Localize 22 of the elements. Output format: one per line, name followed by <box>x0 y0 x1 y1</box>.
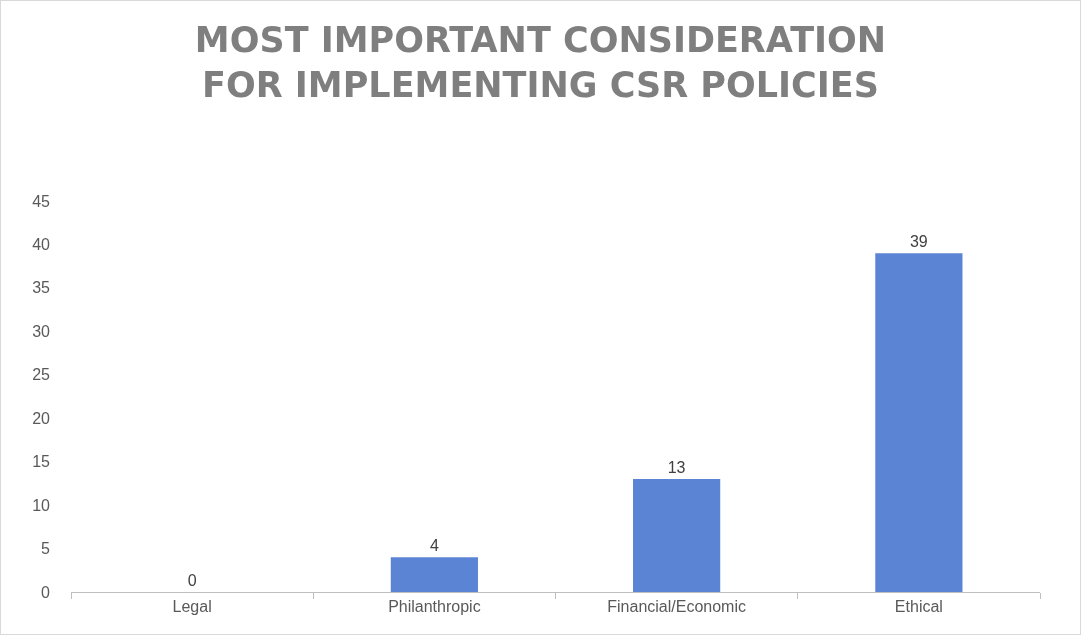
y-tick-label: 0 <box>41 583 51 601</box>
data-label: 4 <box>429 537 439 555</box>
y-tick-label: 15 <box>32 453 51 471</box>
bar <box>875 253 963 592</box>
x-tick-label: Philanthropic <box>388 598 481 616</box>
y-tick-label: 25 <box>32 366 51 384</box>
x-tick-label: Financial/Economic <box>607 598 746 616</box>
x-tick-label: Ethical <box>894 598 943 616</box>
bar <box>390 557 478 592</box>
data-label: 39 <box>909 233 928 251</box>
chart-title: MOST IMPORTANT CONSIDERATION FOR IMPLEMENTING CSR POLICIES <box>194 19 887 106</box>
x-tick-label: Legal <box>172 598 212 616</box>
y-tick-label: 45 <box>32 192 51 210</box>
y-tick-label: 30 <box>32 322 51 340</box>
y-tick-label: 10 <box>32 496 51 514</box>
y-tick-label: 20 <box>32 409 51 427</box>
y-tick-label: 40 <box>32 236 51 254</box>
y-tick-label: 35 <box>32 279 51 297</box>
y-tick-label: 5 <box>41 540 51 558</box>
data-label: 13 <box>667 459 686 477</box>
bar <box>633 479 721 592</box>
data-label: 0 <box>187 572 197 589</box>
